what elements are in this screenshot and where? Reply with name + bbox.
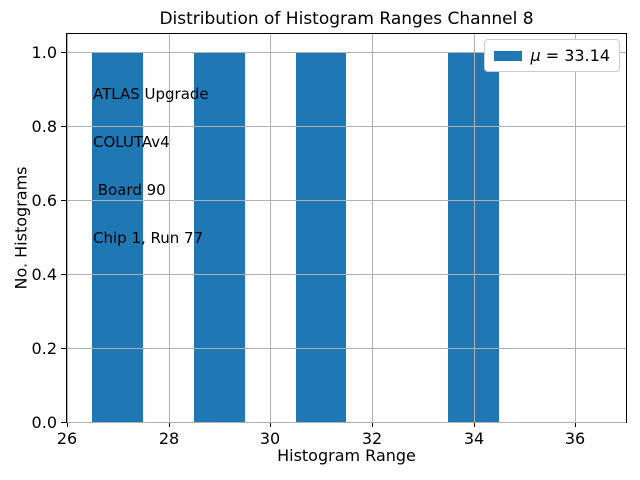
gridline bbox=[67, 422, 626, 423]
annotation-line: Chip 1, Run 77 bbox=[93, 229, 204, 247]
annotation: ATLAS Upgrade COLUTAv4 Board 90 Chip 1, … bbox=[93, 54, 209, 278]
gridline bbox=[67, 274, 626, 275]
y-tick-mark bbox=[61, 274, 66, 275]
gridline bbox=[67, 126, 626, 127]
x-tick-label: 26 bbox=[56, 429, 78, 448]
x-tick-mark bbox=[575, 423, 576, 427]
y-tick-mark bbox=[61, 348, 66, 349]
x-axis-label: Histogram Range bbox=[277, 446, 416, 465]
gridline bbox=[372, 34, 373, 422]
bar bbox=[295, 52, 347, 422]
gridline bbox=[67, 34, 68, 422]
y-tick-mark bbox=[61, 200, 66, 201]
x-tick-mark bbox=[270, 423, 271, 427]
y-tick-label: 0.8 bbox=[31, 117, 57, 136]
x-tick-label: 30 bbox=[259, 429, 281, 448]
bar bbox=[92, 52, 144, 422]
x-tick-label: 32 bbox=[361, 429, 383, 448]
bar bbox=[448, 52, 499, 422]
y-tick-mark bbox=[61, 52, 66, 53]
gridline bbox=[575, 34, 576, 422]
x-tick-mark bbox=[372, 423, 373, 427]
gridline bbox=[67, 348, 626, 349]
y-tick-label: 1.0 bbox=[31, 43, 57, 62]
gridline bbox=[67, 200, 626, 201]
legend-swatch bbox=[493, 50, 522, 61]
legend: μ = 33.14 bbox=[483, 39, 620, 72]
mu-symbol: μ bbox=[530, 46, 541, 65]
x-tick-label: 34 bbox=[463, 429, 485, 448]
legend-value: = 33.14 bbox=[545, 46, 610, 65]
gridline bbox=[270, 34, 271, 422]
gridline bbox=[474, 34, 475, 422]
bar bbox=[194, 52, 245, 422]
x-tick-label: 36 bbox=[564, 429, 586, 448]
chart-title: Distribution of Histogram Ranges Channel… bbox=[159, 9, 534, 29]
y-tick-mark bbox=[61, 422, 66, 423]
y-tick-label: 0.4 bbox=[31, 265, 57, 284]
y-tick-label: 0.2 bbox=[31, 339, 57, 358]
x-tick-label: 28 bbox=[158, 429, 180, 448]
annotation-line: COLUTAv4 bbox=[93, 133, 170, 151]
x-tick-mark bbox=[474, 423, 475, 427]
y-tick-label: 0.6 bbox=[31, 191, 57, 210]
gridline bbox=[169, 34, 170, 422]
gridline bbox=[67, 52, 626, 53]
legend-label: μ = 33.14 bbox=[531, 46, 610, 65]
plot-area: ATLAS Upgrade COLUTAv4 Board 90 Chip 1, … bbox=[32, 33, 627, 448]
y-tick-mark bbox=[61, 126, 66, 127]
x-tick-mark bbox=[169, 423, 170, 427]
y-tick-label: 0.0 bbox=[31, 413, 57, 432]
annotation-line: Board 90 bbox=[93, 181, 166, 199]
x-tick-mark bbox=[67, 423, 68, 427]
annotation-line: ATLAS Upgrade bbox=[93, 85, 209, 103]
